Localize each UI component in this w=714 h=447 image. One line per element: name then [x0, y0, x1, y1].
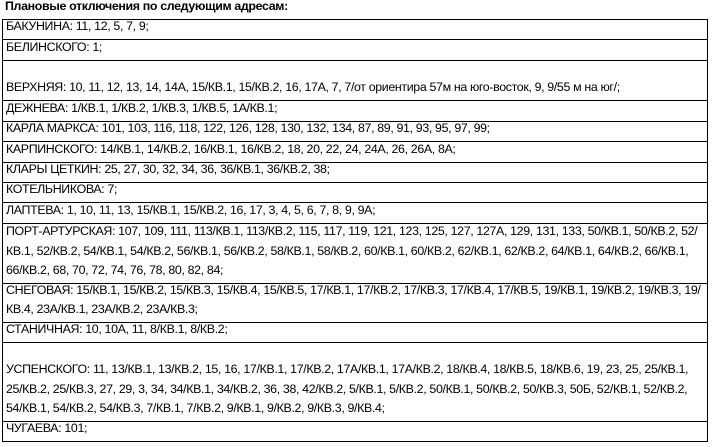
address-text: СНЕГОВАЯ: 15/КВ.1, 15/КВ.2, 15/КВ.3, 15/…: [6, 284, 701, 317]
address-row: ЛАПТЕВА: 1, 10, 11, 13, 15/КВ.1, 15/КВ.2…: [2, 203, 708, 224]
table-title-cell: Плановые отключения по следующим адресам…: [2, 0, 708, 20]
address-row: СТАНИЧНАЯ: 10, 10А, 11, 8/КВ.1, 8/КВ.2;: [2, 323, 708, 343]
address-text: ПОРТ-АРТУРСКАЯ: 107, 109, 111, 113/КВ.1,…: [6, 224, 698, 278]
address-text: ЛАПТЕВА: 1, 10, 11, 13, 15/КВ.1, 15/КВ.2…: [6, 203, 376, 218]
address-text: ЧУГАЕВА: 101;: [6, 422, 88, 436]
address-row: ЧУГАЕВА: 101;: [2, 422, 708, 442]
address-row: КЛАРЫ ЦЕТКИН: 25, 27, 30, 32, 34, 36, 36…: [2, 163, 708, 183]
address-row: БЕЛИНСКОГО: 1;: [2, 40, 708, 61]
address-text: БАКУНИНА: 11, 12, 5, 7, 9;: [6, 20, 149, 34]
address-row: КАРПИНСКОГО: 14/КВ.1, 14/КВ.2, 16/КВ.1, …: [2, 142, 708, 163]
address-row: ДЕЖНЕВА: 1/КВ.1, 1/КВ.2, 1/КВ.3, 1/КВ.5,…: [2, 101, 708, 122]
address-row: КАРЛА МАРКСА: 101, 103, 116, 118, 122, 1…: [2, 122, 708, 142]
address-text: КАРПИНСКОГО: 14/КВ.1, 14/КВ.2, 16/КВ.1, …: [6, 142, 456, 157]
address-text: ВЕРХНЯЯ: 10, 11, 12, 13, 14, 14А, 15/КВ.…: [6, 80, 620, 95]
address-text: КЛАРЫ ЦЕТКИН: 25, 27, 30, 32, 34, 36, 36…: [6, 163, 330, 177]
address-table: Плановые отключения по следующим адресам…: [2, 0, 708, 442]
address-text: СТАНИЧНАЯ: 10, 10А, 11, 8/КВ.1, 8/КВ.2;: [6, 323, 228, 337]
address-text: КОТЕЛЬНИКОВА: 7;: [6, 183, 118, 197]
address-text: БЕЛИНСКОГО: 1;: [6, 40, 103, 55]
address-text: КАРЛА МАРКСА: 101, 103, 116, 118, 122, 1…: [6, 122, 490, 136]
address-row: УСПЕНСКОГО: 11, 13/КВ.1, 13/КВ.2, 15, 16…: [2, 343, 708, 422]
address-row: БАКУНИНА: 11, 12, 5, 7, 9;: [2, 20, 708, 40]
address-row: ВЕРХНЯЯ: 10, 11, 12, 13, 14, 14А, 15/КВ.…: [2, 61, 708, 101]
address-row: ПОРТ-АРТУРСКАЯ: 107, 109, 111, 113/КВ.1,…: [2, 224, 708, 284]
address-text: УСПЕНСКОГО: 11, 13/КВ.1, 13/КВ.2, 15, 16…: [6, 362, 689, 416]
address-row: СНЕГОВАЯ: 15/КВ.1, 15/КВ.2, 15/КВ.3, 15/…: [2, 284, 708, 323]
address-text: ДЕЖНЕВА: 1/КВ.1, 1/КВ.2, 1/КВ.3, 1/КВ.5,…: [6, 101, 278, 116]
address-row: КОТЕЛЬНИКОВА: 7;: [2, 183, 708, 203]
table-title: Плановые отключения по следующим адресам…: [5, 0, 288, 14]
